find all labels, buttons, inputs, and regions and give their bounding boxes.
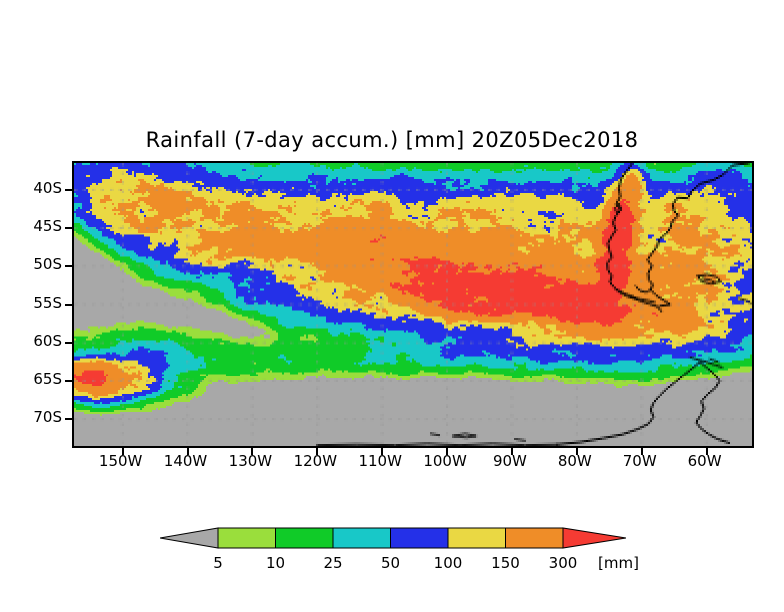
longitude-tick-120w <box>316 448 319 455</box>
latitude-label-65s: 65S <box>33 369 62 388</box>
latitude-label-55s: 55S <box>33 293 62 312</box>
latitude-label-50s: 50S <box>33 255 62 274</box>
latitude-label-40s: 40S <box>33 178 62 197</box>
longitude-label-70w: 70W <box>622 452 657 470</box>
longitude-tick-70w <box>640 448 643 455</box>
longitude-label-140w: 140W <box>163 452 208 470</box>
latitude-tick-65s <box>65 379 72 382</box>
longitude-tick-90w <box>510 448 513 455</box>
longitude-label-120w: 120W <box>293 452 338 470</box>
colorbar-swatch-4 <box>390 527 449 549</box>
longitude-tick-140w <box>186 448 189 455</box>
longitude-tick-80w <box>575 448 578 455</box>
map-plot-area <box>65 161 754 455</box>
colorbar-under-arrow <box>160 527 219 549</box>
latitude-label-45s: 45S <box>33 217 62 235</box>
colorbar-swatch-2 <box>275 527 334 549</box>
colorbar-level-25: 25 <box>323 554 343 572</box>
rainfall-raster <box>74 163 752 446</box>
colorbar-swatch-6 <box>505 527 564 549</box>
longitude-tick-100w <box>446 448 449 455</box>
latitude-label-60s: 60S <box>33 331 62 350</box>
longitude-label-80w: 80W <box>557 452 592 470</box>
longitude-label-90w: 90W <box>492 452 527 470</box>
colorbar-swatch-5 <box>447 527 506 549</box>
colorbar-level-100: 100 <box>433 554 463 572</box>
longitude-label-130w: 130W <box>228 452 273 470</box>
latitude-tick-40s <box>65 188 72 191</box>
colorbar: 5 10 25 50 100 150 300 [mm] <box>0 518 784 578</box>
figure-title: Rainfall (7-day accum.) [mm] 20Z05Dec201… <box>145 128 639 152</box>
longitude-tick-130w <box>251 448 254 455</box>
longitude-label-110w: 110W <box>358 452 402 470</box>
longitude-label-150w: 150W <box>98 452 143 470</box>
latitude-tick-45s <box>65 227 72 229</box>
longitude-tick-150w <box>121 448 124 455</box>
colorbar-level-10: 10 <box>265 554 286 572</box>
colorbar-over-arrow <box>562 527 626 549</box>
latitude-tick-55s <box>65 303 72 306</box>
latitude-label-70s: 70S <box>33 408 62 427</box>
latitude-tick-70s <box>65 418 72 421</box>
longitude-tick-110w <box>381 448 384 455</box>
colorbar-swatches <box>160 526 626 550</box>
colorbar-level-300: 300 <box>548 554 578 572</box>
longitude-tick-60w <box>705 448 708 455</box>
longitude-label-60w: 60W <box>687 452 722 470</box>
colorbar-swatch-1 <box>217 527 276 549</box>
colorbar-level-50: 50 <box>380 554 401 572</box>
colorbar-swatch-3 <box>332 527 391 549</box>
colorbar-level-5: 5 <box>213 554 223 572</box>
longitude-label-100w: 100W <box>423 452 467 470</box>
colorbar-graphic <box>160 527 626 549</box>
latitude-tick-60s <box>65 341 72 344</box>
colorbar-units-label: [mm] <box>598 554 639 572</box>
latitude-tick-50s <box>65 265 72 268</box>
colorbar-level-150: 150 <box>491 554 520 572</box>
